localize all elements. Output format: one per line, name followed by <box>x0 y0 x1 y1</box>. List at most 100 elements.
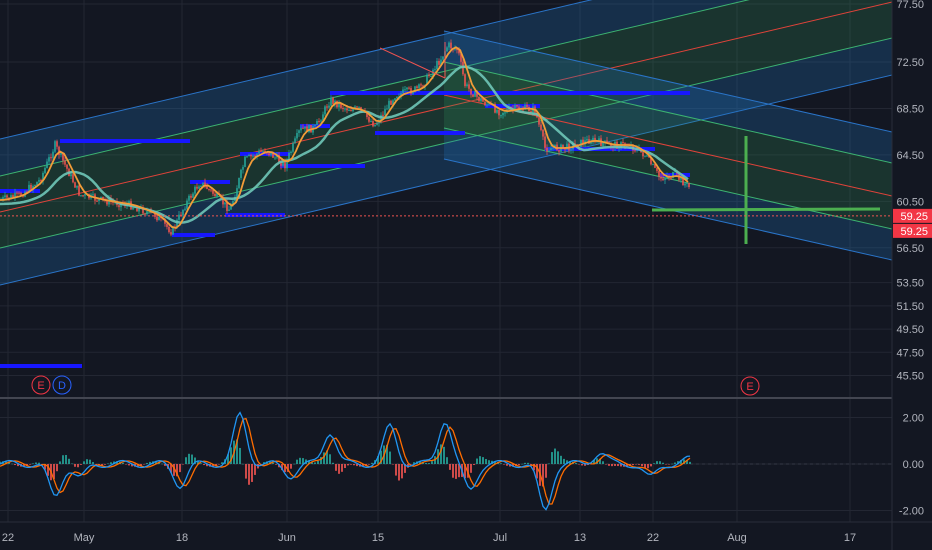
macd-histogram-bar <box>398 464 400 481</box>
macd-histogram-bar <box>263 462 265 464</box>
candle-body <box>254 155 256 157</box>
candle-body <box>262 150 264 152</box>
candle-body <box>60 153 62 155</box>
candle-body <box>400 93 402 97</box>
candle-body <box>328 105 330 108</box>
candle-body <box>214 193 216 197</box>
candle-body <box>324 106 326 115</box>
candle-body <box>252 155 254 157</box>
macd-histogram-bar <box>530 464 532 465</box>
candle-body <box>16 192 18 194</box>
macd-histogram-bar <box>605 464 607 465</box>
candle-body <box>514 105 516 110</box>
candle-body <box>46 161 48 168</box>
macd-histogram-bar <box>221 462 223 464</box>
candle-body <box>466 84 468 86</box>
candle-body <box>456 48 458 51</box>
candle-body <box>360 107 362 110</box>
candle-body <box>430 75 432 77</box>
macd-histogram-bar <box>44 464 46 470</box>
candle-body <box>428 74 430 77</box>
regression-channels[interactable] <box>0 0 892 286</box>
macd-histogram-bar <box>641 464 643 467</box>
macd-histogram-bar <box>389 451 391 464</box>
time-tick-label-5: Jul <box>493 532 507 544</box>
candle-body <box>84 194 86 196</box>
macd-histogram-bar <box>677 461 679 464</box>
candle-body <box>418 84 420 89</box>
candle-body <box>158 216 160 221</box>
macd-histogram-bar <box>689 461 691 464</box>
candle-body <box>192 193 194 198</box>
candle-body <box>212 190 214 194</box>
macd-signal-line <box>0 417 691 505</box>
up-channel-fill <box>0 0 892 248</box>
macd-histogram-bar <box>59 461 61 464</box>
macd-histogram-bar <box>323 452 325 464</box>
macd-histogram-bar <box>638 464 640 465</box>
candle-body <box>470 88 472 95</box>
candle-body <box>18 192 20 194</box>
price-tick-label-0: 77.50 <box>896 0 924 11</box>
candle-body <box>50 157 52 159</box>
macd-histogram-bar <box>644 464 646 468</box>
candle-body <box>206 185 208 189</box>
candle-body <box>354 106 356 109</box>
macd-histogram-bar <box>377 456 379 464</box>
candle-body <box>378 121 380 124</box>
macd-histogram-bar <box>89 459 91 464</box>
macd-histogram-bar <box>47 464 49 476</box>
macd-histogram-bar <box>227 454 229 464</box>
event-marker-label-2: E <box>746 381 753 393</box>
horizontal-levels[interactable] <box>0 91 690 368</box>
macd-tick-label-1: 0.00 <box>903 459 924 471</box>
candle-body <box>172 226 174 235</box>
candle-body <box>166 223 168 227</box>
macd-histogram-bar <box>368 464 370 465</box>
macd-histogram-bar <box>614 464 616 466</box>
drawing-tools[interactable] <box>0 42 892 244</box>
candle-body <box>12 195 14 198</box>
up-channel-line-4 <box>0 1 892 213</box>
macd-histogram-bar <box>401 464 403 479</box>
candle-body <box>188 195 190 201</box>
candle-body <box>58 146 60 155</box>
candle-body <box>62 153 64 161</box>
candle-body <box>670 177 672 179</box>
macd-histogram-bar <box>596 458 598 464</box>
macd-histogram-bar <box>320 457 322 464</box>
candle-body <box>70 174 72 177</box>
macd-histogram-bar <box>683 459 685 464</box>
macd-histogram-bar <box>194 457 196 464</box>
candle-body <box>292 143 294 152</box>
price-tick-label-3: 64.50 <box>896 150 924 162</box>
candle-body <box>316 121 318 125</box>
macd-histogram-bar <box>422 462 424 464</box>
candle-body <box>198 186 200 189</box>
macd-histogram-bar <box>281 464 283 471</box>
price-tick-label-5: 56.50 <box>896 243 924 255</box>
candle-body <box>500 115 502 117</box>
candle-body <box>542 129 544 137</box>
macd-histogram-bar <box>395 464 397 476</box>
candle-body <box>562 144 564 149</box>
candle-body <box>598 138 600 141</box>
macd-histogram-bar <box>35 462 37 464</box>
macd-histogram-bar <box>428 463 430 464</box>
candle-body <box>290 151 292 154</box>
candle-body <box>320 120 322 122</box>
macd-histogram-bar <box>467 464 469 478</box>
candle-body <box>268 153 270 156</box>
candle-body <box>674 171 676 173</box>
candle-body <box>270 152 272 156</box>
macd-histogram-bar <box>200 463 202 464</box>
candle-body <box>374 124 376 127</box>
macd-histogram-bar <box>518 464 520 466</box>
candle-body <box>412 92 414 94</box>
candle-body <box>332 97 334 104</box>
price-tick-label-10: 45.50 <box>896 371 924 383</box>
candle-body <box>472 94 474 97</box>
candle-body <box>36 181 38 185</box>
